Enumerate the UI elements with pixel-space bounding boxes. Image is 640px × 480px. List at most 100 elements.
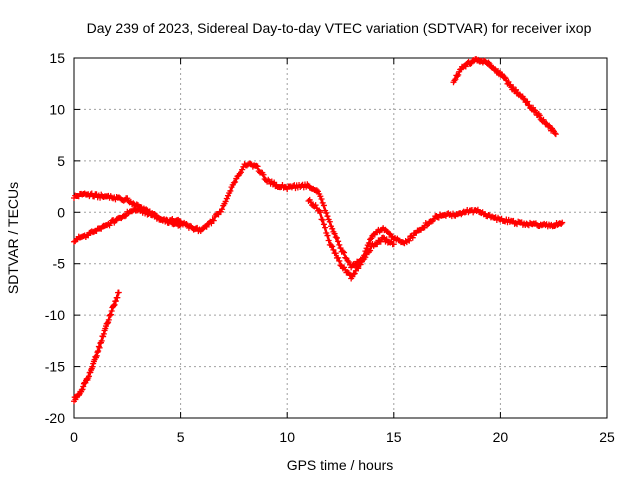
data-point [485, 59, 492, 66]
data-point [96, 344, 103, 351]
series-main-arc-5-23h [177, 160, 566, 271]
data-point [341, 249, 348, 256]
data-point [390, 241, 397, 248]
data-point [333, 234, 340, 241]
data-point [551, 130, 558, 137]
data-point [163, 216, 170, 223]
data-point [260, 171, 267, 178]
data-point [319, 216, 326, 223]
data-point [121, 213, 128, 220]
axis-layer: 0 5 10 15 20 25 -20 -15 -10 -5 0 5 10 15 [45, 50, 615, 445]
data-point [100, 330, 107, 337]
data-point [326, 218, 333, 225]
data-point [111, 301, 118, 308]
data-point [254, 163, 261, 170]
data-point [336, 257, 343, 264]
series-lower-arc-0-5h [71, 206, 184, 245]
data-point [94, 349, 101, 356]
data-point [210, 217, 217, 224]
x-tick-label: 5 [177, 429, 185, 445]
x-tick-label: 0 [70, 429, 78, 445]
data-point [336, 241, 343, 248]
grid-layer [74, 58, 607, 418]
data-point [454, 73, 461, 80]
y-tick-label: -20 [45, 410, 65, 426]
x-tick-label: 20 [493, 429, 509, 445]
data-point [345, 259, 352, 266]
data-point [313, 187, 320, 194]
y-tick-label: -5 [53, 256, 66, 272]
data-point [357, 261, 364, 268]
data-point [337, 245, 344, 252]
y-tick-label: 10 [49, 101, 65, 117]
data-point [335, 238, 342, 245]
data-point [323, 209, 330, 216]
data-point [325, 237, 332, 244]
data-point [510, 84, 517, 91]
data-point [367, 247, 374, 254]
x-tick-label: 25 [599, 429, 615, 445]
data-point [324, 213, 331, 220]
data-point [223, 195, 230, 202]
data-point [549, 127, 556, 134]
data-point [462, 63, 469, 70]
data-point [112, 297, 119, 304]
data-point [322, 224, 329, 231]
data-point [227, 187, 234, 194]
data-point [209, 216, 216, 223]
data-point [367, 236, 374, 243]
data-point [332, 250, 339, 257]
data-point [335, 254, 342, 261]
data-point [431, 216, 438, 223]
data-point [318, 196, 325, 203]
data-point [320, 202, 327, 209]
data-point [85, 373, 92, 380]
chart-title: Day 239 of 2023, Sidereal Day-to-day VTE… [87, 20, 592, 36]
data-point [329, 225, 336, 232]
data-point [307, 199, 314, 206]
data-point [124, 195, 131, 202]
data-point [558, 220, 565, 227]
data-point [552, 131, 559, 138]
data-point [559, 219, 566, 226]
data-point [513, 86, 520, 93]
data-point [203, 223, 210, 230]
data-point [536, 112, 543, 119]
data-point [312, 202, 319, 209]
series-early-rising-arc [71, 289, 122, 405]
data-point [105, 316, 112, 323]
data-point [232, 179, 239, 186]
data-point [332, 234, 339, 241]
data-point [342, 254, 349, 261]
data-point [320, 221, 327, 228]
data-layer [71, 56, 566, 405]
data-point [239, 166, 246, 173]
data-point [329, 243, 336, 250]
data-point [219, 206, 226, 213]
data-point [98, 337, 105, 344]
data-point [271, 179, 278, 186]
data-point [324, 232, 331, 239]
data-point [95, 343, 102, 350]
data-point [351, 270, 358, 277]
data-point [451, 77, 458, 84]
data-point [365, 240, 372, 247]
data-point [79, 386, 86, 393]
data-point [344, 257, 351, 264]
data-point [355, 265, 362, 272]
data-point [339, 248, 346, 255]
y-tick-label: -15 [45, 359, 65, 375]
data-point [330, 246, 337, 253]
y-tick-label: 15 [49, 50, 65, 66]
data-point [110, 302, 117, 309]
data-point [409, 234, 416, 241]
x-axis-label: GPS time / hours [287, 457, 394, 473]
data-point [80, 383, 87, 390]
plot-frame [73, 57, 608, 419]
data-point [362, 254, 369, 261]
data-point [331, 230, 338, 237]
data-point [115, 289, 122, 296]
data-point [501, 74, 508, 81]
data-point [317, 193, 324, 200]
